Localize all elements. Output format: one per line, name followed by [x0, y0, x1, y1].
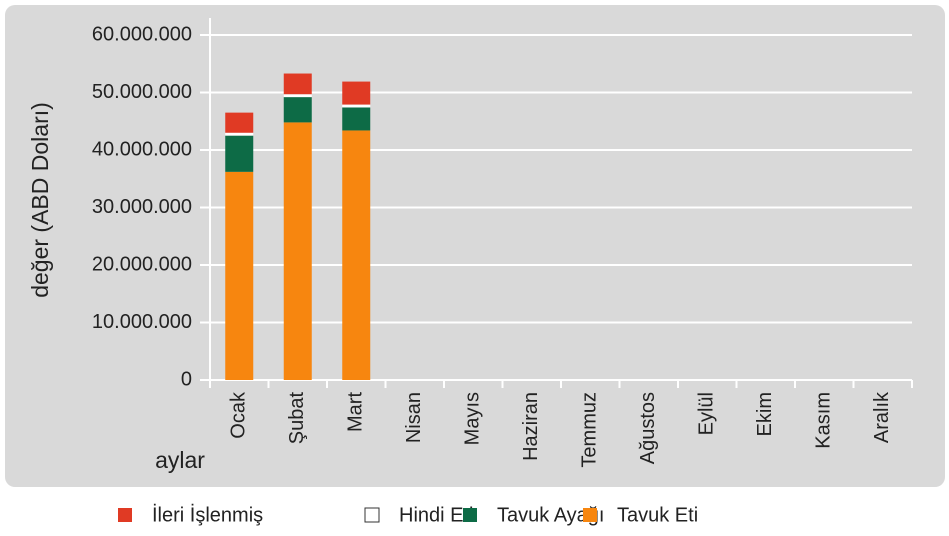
x-tick-label: Temmuz	[579, 392, 601, 468]
bar-segment	[283, 94, 312, 98]
legend-swatch	[583, 508, 597, 522]
x-tick-label: Şubat	[286, 392, 308, 445]
y-tick-label: 40.000.000	[92, 138, 192, 160]
x-tick-label: Ocak	[228, 391, 250, 439]
x-tick-label: Mayıs	[462, 392, 484, 445]
y-axis-label: değer (ABD Doları)	[27, 102, 53, 298]
x-tick-label: Kasım	[813, 392, 835, 449]
x-tick-label: Aralık	[871, 391, 893, 443]
bar-segment	[225, 132, 254, 136]
bar-segment	[283, 122, 312, 381]
bar-segment	[342, 107, 371, 131]
x-tick-label: Ağustos	[637, 392, 659, 464]
bar-segment	[283, 97, 312, 123]
bar-segment	[283, 73, 312, 95]
legend-label: Tavuk Eti	[617, 504, 698, 526]
y-tick-label: 60.000.000	[92, 23, 192, 45]
x-axis-label: aylar	[155, 447, 205, 473]
legend-label: İleri İşlenmiş	[152, 503, 263, 526]
legend-label: Tavuk Ayağı	[497, 504, 604, 526]
x-tick-label: Ekim	[754, 392, 776, 436]
x-tick-label: Nisan	[403, 392, 425, 443]
bar-segment	[342, 130, 371, 380]
x-tick-label: Mart	[345, 392, 367, 432]
y-tick-label: 10.000.000	[92, 311, 192, 333]
y-tick-label: 30.000.000	[92, 196, 192, 218]
legend-label: Hindi Eti	[399, 504, 473, 526]
legend-swatch	[364, 507, 380, 523]
legend-swatch	[118, 508, 132, 522]
y-tick-label: 0	[181, 368, 192, 390]
x-tick-label: Eylül	[696, 392, 718, 435]
y-tick-label: 20.000.000	[92, 253, 192, 275]
bar-segment	[225, 135, 254, 172]
bar-segment	[342, 81, 371, 105]
y-tick-label: 50.000.000	[92, 81, 192, 103]
bar-segment	[342, 104, 371, 108]
bar-segment	[225, 171, 254, 380]
x-tick-label: Haziran	[520, 392, 542, 461]
legend-swatch	[463, 508, 477, 522]
bar-segment	[225, 112, 254, 133]
